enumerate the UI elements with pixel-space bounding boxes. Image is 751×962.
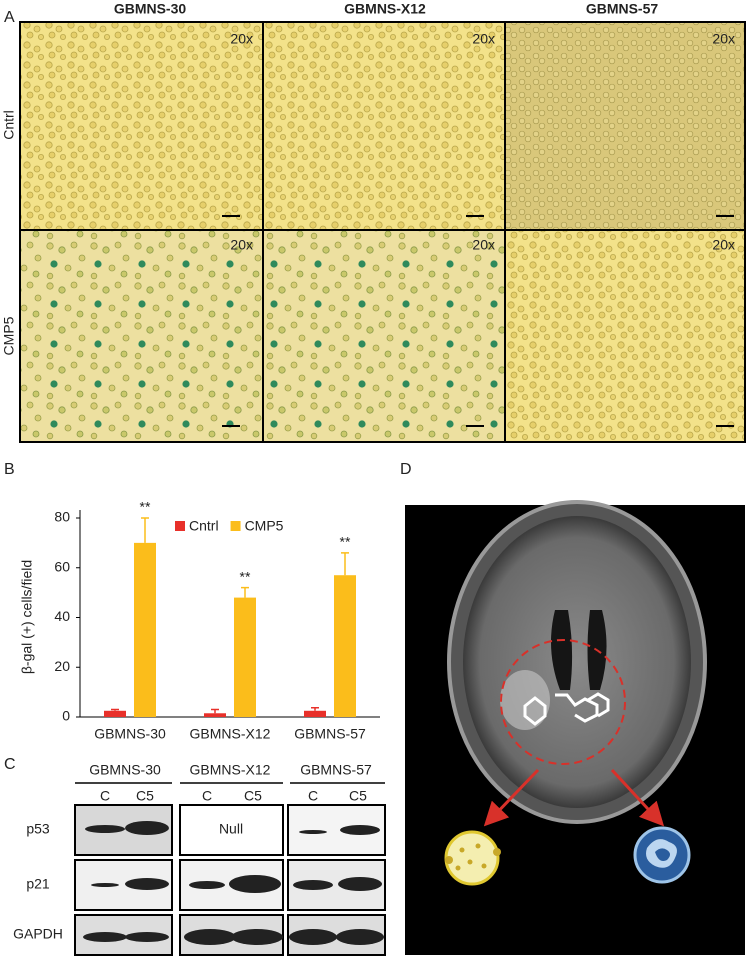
- error-bar: [341, 552, 349, 576]
- lane-label: C5: [349, 788, 367, 804]
- lane-label: C: [308, 788, 318, 804]
- bar: [134, 542, 156, 717]
- panel-label: B: [4, 461, 15, 478]
- y-axis-label: β-gal (+) cells/field: [19, 560, 35, 674]
- bar: [334, 575, 356, 717]
- legend-label: Cntrl: [189, 518, 219, 534]
- legend-swatch: [230, 521, 241, 531]
- bar: [304, 710, 326, 717]
- micrograph: [20, 22, 263, 230]
- lane-label: C: [202, 788, 212, 804]
- magnification: 20x: [712, 237, 735, 253]
- micrograph: [505, 230, 745, 442]
- panel-label: C: [4, 756, 16, 773]
- micrograph: [263, 230, 505, 442]
- bar: [204, 713, 226, 717]
- column-header: GBMNS-X12: [190, 762, 271, 778]
- magnification: 20x: [472, 237, 495, 253]
- micrograph: [263, 22, 505, 230]
- y-tick-label: 60: [54, 558, 70, 574]
- micrograph: [20, 230, 263, 442]
- y-tick-label: 80: [54, 509, 70, 525]
- significance: **: [140, 499, 151, 515]
- error-bar: [211, 708, 219, 714]
- column-header: GBMNS-57: [300, 762, 372, 778]
- micrograph-grid: [19, 21, 746, 443]
- protein-label: p21: [26, 876, 50, 892]
- mri-illustration: [405, 500, 745, 955]
- column-header: GBMNS-30: [89, 762, 161, 778]
- column-header: GBMNS-X12: [344, 1, 426, 17]
- lane-label: C: [100, 788, 110, 804]
- significance: **: [240, 568, 251, 584]
- bar: [234, 597, 256, 717]
- magnification: 20x: [230, 31, 253, 47]
- magnification: 20x: [230, 237, 253, 253]
- significance: **: [340, 534, 351, 550]
- error-bar: [141, 517, 149, 543]
- legend-swatch: [175, 521, 185, 531]
- protein-label: GAPDH: [13, 926, 63, 942]
- magnification: 20x: [712, 31, 735, 47]
- bar: [104, 710, 126, 717]
- lane-label: C5: [136, 788, 154, 804]
- y-tick-label: 20: [54, 658, 70, 674]
- micrograph: [505, 22, 745, 230]
- error-bar: [241, 586, 249, 598]
- column-header: GBMNS-30: [114, 1, 187, 17]
- y-tick-label: 0: [62, 708, 70, 724]
- bar-chart: 0 20 40 60 80 GBMNS-30 ** GBMNS-X12 ** GBMNS-57 **…: [54, 499, 380, 742]
- x-tick-label: GBMNS-57: [294, 726, 366, 742]
- magnification: 20x: [472, 31, 495, 47]
- panel-label: A: [4, 9, 15, 26]
- panel-label: D: [400, 461, 412, 478]
- legend-label: CMP5: [245, 518, 284, 534]
- x-tick-label: GBMNS-X12: [190, 726, 271, 742]
- row-label: Cntrl: [1, 110, 17, 140]
- x-tick-label: GBMNS-30: [94, 726, 166, 742]
- column-header: GBMNS-57: [586, 1, 659, 17]
- blot-note: Null: [219, 821, 243, 837]
- lane-label: C5: [244, 788, 262, 804]
- error-bar: [311, 707, 319, 711]
- protein-label: p53: [26, 821, 50, 837]
- error-bar: [111, 708, 119, 711]
- western-blot: [74, 804, 386, 956]
- row-label: CMP5: [1, 316, 17, 355]
- y-tick-label: 40: [54, 608, 70, 624]
